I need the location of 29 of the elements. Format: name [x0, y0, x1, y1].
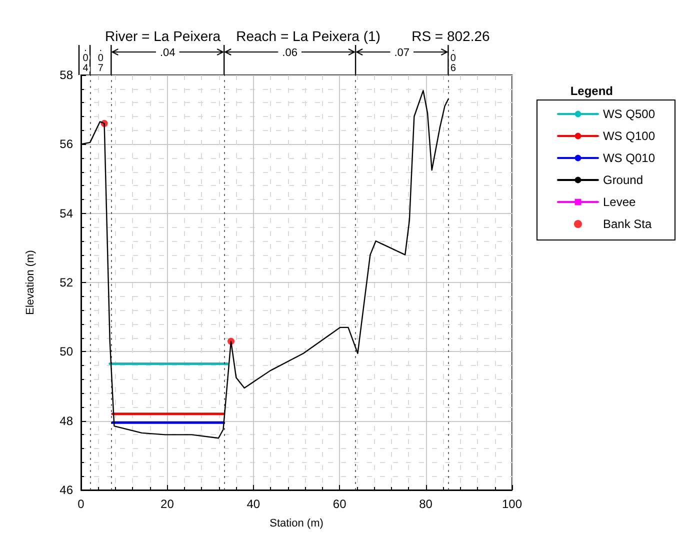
legend-label: WS Q100	[602, 129, 656, 143]
y-tick-label: 48	[60, 414, 74, 428]
legend-title: Legend	[570, 84, 614, 98]
text: .07	[98, 43, 104, 74]
chart-title: River = La Peixera Reach = La Peixera (1) RS = 802.26	[105, 28, 490, 44]
y-tick-label: 52	[60, 276, 74, 290]
y-tick-label: 50	[60, 344, 74, 359]
legend-label: Ground	[602, 173, 644, 187]
y-tick-label: 54	[60, 206, 74, 220]
legend-label: WS Q500	[602, 107, 656, 121]
legend-label: WS Q010	[602, 151, 656, 165]
text: .06	[282, 47, 298, 59]
y-tick-label: 58	[60, 68, 74, 82]
x-tick-label: 20	[160, 497, 174, 511]
y-tick-label: 56	[60, 137, 74, 152]
x-axis-title: Station (m)	[270, 518, 324, 530]
x-tick-label: 80	[419, 497, 433, 511]
text: .06	[450, 43, 456, 74]
x-tick-label: 0	[78, 497, 85, 511]
y-axis-title: Elevation (m)	[24, 250, 36, 315]
legend-label: Bank Sta	[602, 217, 652, 231]
text: .04	[82, 43, 89, 74]
y-tick-label: 46	[60, 483, 74, 497]
legend-label: Levee	[602, 195, 636, 209]
text: .04	[160, 47, 176, 59]
x-tick-label: 60	[332, 497, 347, 511]
x-tick-label: 100	[502, 497, 522, 511]
text: .07	[394, 47, 410, 59]
x-tick-label: 40	[246, 497, 260, 511]
